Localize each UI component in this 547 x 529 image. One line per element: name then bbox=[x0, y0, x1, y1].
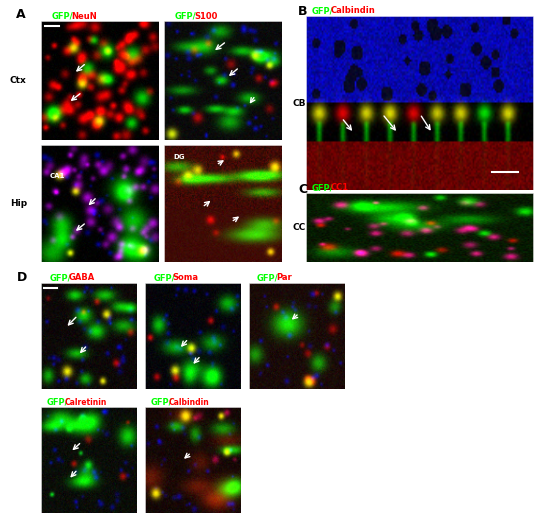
Text: GFP/: GFP/ bbox=[153, 273, 175, 282]
Text: GFP/: GFP/ bbox=[257, 273, 279, 282]
Text: CA1: CA1 bbox=[50, 173, 66, 179]
Text: CC1: CC1 bbox=[331, 184, 349, 193]
Text: CB: CB bbox=[293, 98, 306, 108]
Text: NeuN: NeuN bbox=[71, 12, 97, 21]
Text: GFP/: GFP/ bbox=[312, 184, 334, 193]
Text: DG: DG bbox=[173, 154, 185, 160]
Text: CC: CC bbox=[293, 223, 306, 232]
Text: Hip: Hip bbox=[10, 199, 27, 208]
Text: GFP/: GFP/ bbox=[52, 12, 74, 21]
Text: Calretinin: Calretinin bbox=[65, 398, 107, 407]
Text: GFP/: GFP/ bbox=[150, 398, 172, 407]
Text: Calbindin: Calbindin bbox=[168, 398, 209, 407]
Text: Calbindin: Calbindin bbox=[331, 6, 376, 15]
Text: GFP/: GFP/ bbox=[312, 6, 334, 15]
Text: B: B bbox=[298, 5, 307, 19]
Text: GFP/: GFP/ bbox=[175, 12, 197, 21]
Text: A: A bbox=[16, 8, 26, 21]
Text: GFP/: GFP/ bbox=[46, 398, 68, 407]
Text: C: C bbox=[298, 183, 307, 196]
Text: Ctx: Ctx bbox=[10, 76, 27, 85]
Text: GFP/: GFP/ bbox=[49, 273, 71, 282]
Text: S100: S100 bbox=[194, 12, 218, 21]
Text: GABA: GABA bbox=[68, 273, 95, 282]
Text: Soma: Soma bbox=[172, 273, 199, 282]
Text: Par: Par bbox=[276, 273, 292, 282]
Text: D: D bbox=[16, 271, 27, 284]
